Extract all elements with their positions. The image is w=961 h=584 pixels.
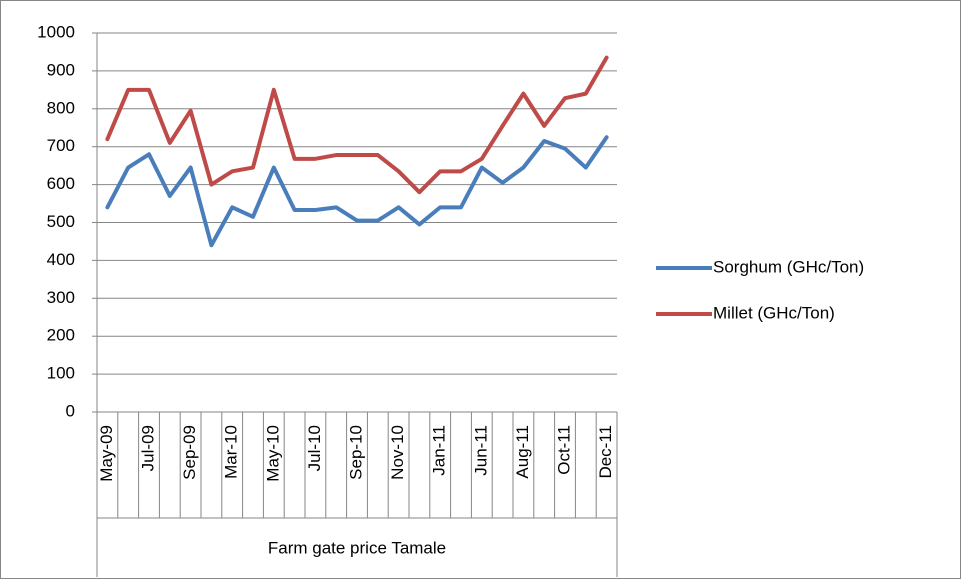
y-tick-label: 800 (47, 98, 75, 117)
x-tick-label: May-10 (263, 425, 282, 482)
y-tick-label: 200 (47, 326, 75, 345)
series-line (105, 55, 609, 195)
y-tick-label: 900 (47, 60, 75, 79)
legend-label: Millet (GHc/Ton) (713, 303, 835, 322)
y-tick-label: 700 (47, 136, 75, 155)
y-tick-label: 300 (47, 288, 75, 307)
x-tick-label: May-09 (97, 425, 116, 482)
y-tick-label: 0 (66, 401, 75, 420)
x-tick-label: Jul-09 (138, 425, 157, 471)
x-tick-label: Jul-10 (305, 425, 324, 471)
series-line (105, 135, 609, 248)
x-tick-label: Mar-10 (222, 425, 241, 479)
x-tick-label: Nov-10 (388, 425, 407, 480)
x-group-label: Farm gate price Tamale (268, 538, 446, 557)
legend-label: Sorghum (GHc/Ton) (713, 257, 864, 276)
y-tick-label: 1000 (37, 22, 75, 41)
x-tick-label: Sep-10 (346, 425, 365, 480)
x-tick-label: Jun-11 (471, 425, 490, 476)
y-tick-label: 400 (47, 250, 75, 269)
y-tick-label: 100 (47, 364, 75, 383)
x-tick-label: Oct-11 (554, 425, 573, 475)
x-tick-label: Jan-11 (430, 425, 449, 476)
x-tick-label: Sep-09 (180, 425, 199, 480)
y-tick-label: 600 (47, 174, 75, 193)
x-tick-label: Aug-11 (513, 425, 532, 479)
x-tick-label: Dec-11 (596, 425, 615, 479)
y-tick-label: 500 (47, 212, 75, 231)
